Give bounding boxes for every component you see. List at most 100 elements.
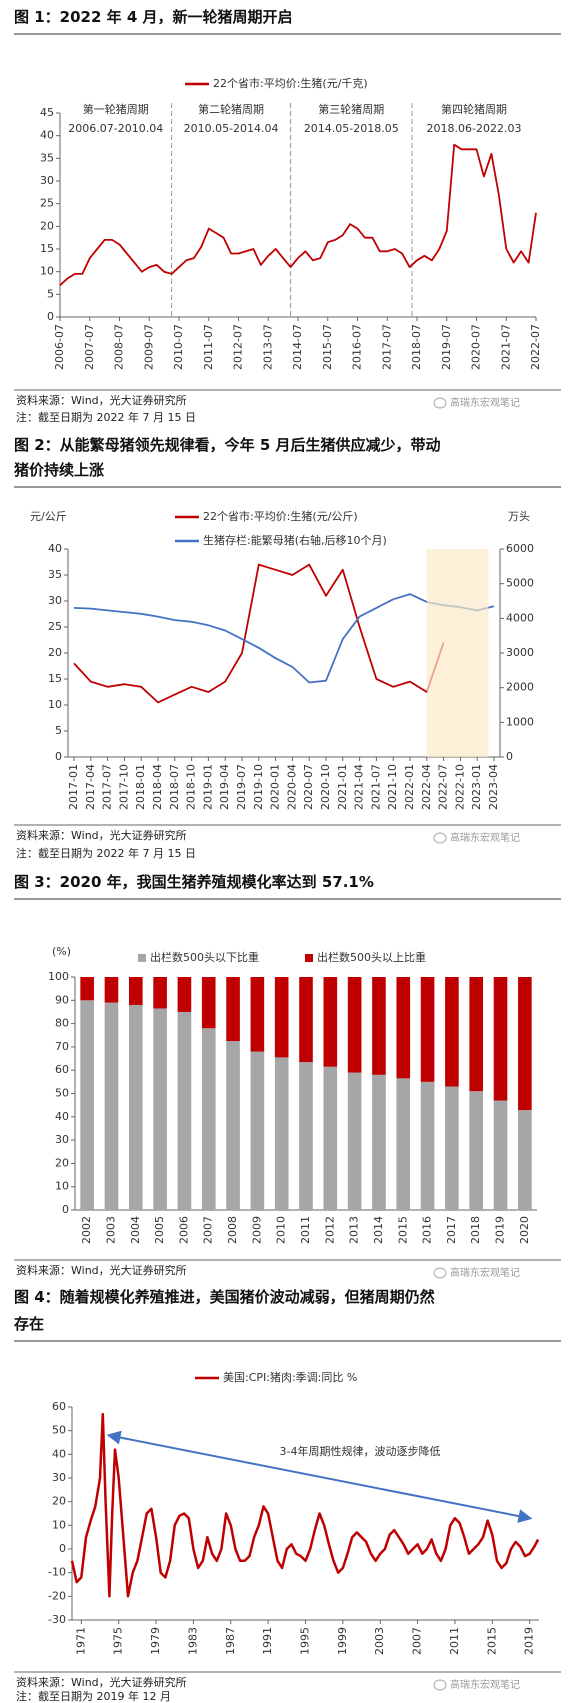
y-tick-label: 0 (59, 1542, 66, 1555)
x-tick-label: 2011-07 (202, 324, 215, 370)
x-tick-label: 2022-01 (403, 764, 416, 810)
x-tick-label: 2022-07 (437, 764, 450, 810)
x-tick-label: 2007-07 (83, 324, 96, 370)
trend-arrow (106, 1430, 533, 1523)
x-tick-label: 2008-07 (113, 324, 126, 370)
y2-tick-label: 0 (506, 750, 513, 763)
bar-segment (493, 1100, 508, 1210)
bar-segment (153, 977, 167, 1009)
series-line (73, 593, 495, 684)
x-tick-label: 1995 (299, 1627, 312, 1655)
legend-label: 22个省市:平均价:生猪(元/千克) (213, 76, 368, 90)
y-tick-label: -20 (48, 1589, 66, 1602)
annotation: 3-4年周期性规律，波动逐步降低 (280, 1444, 441, 1458)
y2-tick-label: 2000 (506, 681, 534, 694)
x-tick-label: 2018-07 (168, 764, 181, 810)
y-tick-label: 40 (48, 542, 62, 555)
bar-segment (493, 977, 508, 1101)
y-tick-label: 30 (52, 1471, 66, 1484)
x-tick-label: 2020-07 (302, 764, 315, 810)
y-tick-label: 30 (40, 174, 54, 187)
legend-label: 22个省市:平均价:生猪(元/公斤) (203, 509, 358, 523)
x-tick-label: 2017-07 (101, 764, 114, 810)
y-tick-label: 40 (52, 1447, 66, 1460)
bar-segment (104, 1002, 119, 1210)
figure-title: 存在 (14, 1315, 44, 1333)
x-tick-label: 2018-04 (151, 764, 164, 810)
cycle-range: 2010.05-2014.04 (184, 122, 279, 135)
x-tick-label: 2010 (275, 1216, 288, 1244)
bar-segment (518, 1110, 532, 1210)
bar-segment (80, 1000, 94, 1210)
figure-title: 图 2：从能繁母猪领先规律看，今年 5 月后生猪供应减少，带动 (14, 436, 441, 454)
y-tick-label: 40 (40, 129, 54, 142)
x-tick-label: 2021-01 (336, 764, 349, 810)
bar-segment (445, 1086, 459, 1210)
y-tick-label: 40 (55, 1110, 69, 1123)
y-tick-label: 25 (40, 197, 54, 210)
y-tick-label: 30 (48, 594, 62, 607)
x-tick-label: 2006 (177, 1216, 190, 1244)
y-tick-label: 0 (55, 750, 62, 763)
y-tick-label: 80 (55, 1017, 69, 1030)
bar-segment (323, 977, 338, 1067)
y-tick-label: 20 (55, 1156, 69, 1169)
x-tick-label: 2019-10 (252, 764, 265, 810)
note: 注：截至日期为 2022 年 7 月 15 日 (16, 410, 196, 424)
bar-segment (469, 1091, 484, 1210)
y-axis-label: 元/公斤 (30, 510, 67, 523)
watermark-icon (433, 1679, 447, 1691)
y-tick-label: 0 (62, 1203, 69, 1216)
source: 资料来源：Wind，光大证券研究所 (16, 393, 187, 407)
bar-segment (347, 977, 362, 1073)
x-tick-label: 2011 (448, 1627, 461, 1655)
x-tick-label: 2018-10 (185, 764, 198, 810)
y-tick-label: 100 (48, 970, 69, 983)
bar-segment (153, 1008, 167, 1210)
x-tick-label: 2014 (372, 1216, 385, 1244)
cycle-name: 第二轮猪周期 (198, 102, 264, 116)
y-tick-label: 10 (48, 698, 62, 711)
y-tick-label: 5 (47, 287, 54, 300)
x-tick-label: 2020-01 (269, 764, 282, 810)
watermark: 高瑞东宏观笔记 (450, 1678, 520, 1691)
bar-segment (396, 1078, 411, 1210)
watermark: 高瑞东宏观笔记 (450, 1266, 520, 1279)
x-tick-label: 2011 (299, 1216, 312, 1244)
legend-label: 出栏数500头以上比重 (317, 950, 426, 964)
bar-segment (80, 977, 94, 1001)
bar-segment (323, 1066, 338, 1210)
legend-label: 美国:CPI:猪肉:季调:同比 % (223, 1371, 357, 1384)
x-tick-label: 2021-10 (386, 764, 399, 810)
x-tick-label: 2022-10 (453, 764, 466, 810)
bar-segment (226, 977, 240, 1042)
x-tick-label: 2008 (226, 1216, 239, 1244)
x-tick-label: 2007 (411, 1627, 424, 1655)
y2-tick-label: 1000 (506, 715, 534, 728)
y-tick-label: 10 (40, 265, 54, 278)
x-tick-label: 2018-07 (410, 324, 423, 370)
y2-axis-label: 万头 (508, 510, 530, 523)
y-tick-label: 20 (52, 1495, 66, 1508)
x-tick-label: 1987 (224, 1627, 237, 1655)
y-tick-label: 45 (40, 106, 54, 119)
x-tick-label: 2002 (80, 1216, 93, 1244)
y-tick-label: 35 (48, 568, 62, 581)
x-tick-label: 2020-04 (285, 764, 298, 810)
x-tick-label: 2005 (153, 1216, 166, 1244)
legend-swatch (305, 954, 313, 962)
x-tick-label: 2004 (129, 1216, 142, 1244)
x-tick-label: 2018 (469, 1216, 482, 1244)
x-tick-label: 2007 (202, 1216, 215, 1244)
bar-segment (177, 977, 192, 1012)
y-tick-label: 50 (52, 1424, 66, 1437)
x-tick-label: 2009 (250, 1216, 263, 1244)
bar-segment (420, 977, 435, 1082)
x-tick-label: 2014-07 (291, 324, 304, 370)
figure-title: 猪价持续上涨 (13, 461, 104, 479)
watermark: 高瑞东宏观笔记 (450, 831, 520, 844)
bar-segment (396, 977, 411, 1079)
y-tick-label: 70 (55, 1040, 69, 1053)
y-tick-label: -10 (48, 1566, 66, 1579)
